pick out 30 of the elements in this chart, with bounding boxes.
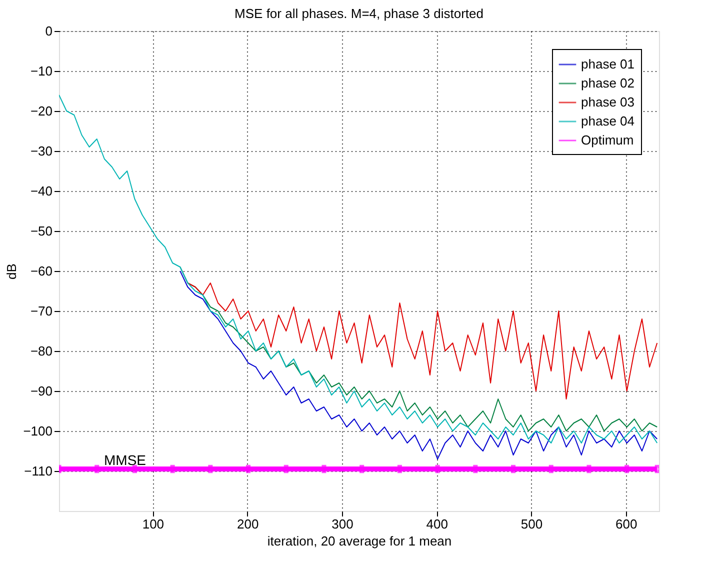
legend-label: phase 01	[581, 56, 634, 72]
y-tick-label: −60	[30, 264, 52, 278]
annotation: MMSE	[104, 452, 146, 468]
legend-label: phase 03	[581, 94, 634, 110]
y-tick-label: −40	[30, 184, 52, 198]
chart-title: MSE for all phases. M=4, phase 3 distorted	[234, 6, 484, 21]
y-tick-label: −30	[30, 144, 52, 158]
y-tick-label: −80	[30, 344, 52, 358]
y-axis-title: dB	[4, 264, 20, 280]
x-tick-label: 200	[236, 516, 259, 532]
y-tick-label: −50	[30, 224, 52, 238]
y-tick-label: −90	[30, 384, 52, 398]
x-tick-label: 400	[426, 516, 448, 532]
x-tick-label: 500	[520, 516, 543, 532]
y-tick-label: −10	[30, 64, 52, 78]
x-tick-label: 100	[142, 516, 164, 532]
legend-label: phase 02	[581, 76, 634, 90]
y-tick-label: −110	[24, 464, 52, 478]
y-tick-label: 0	[45, 24, 52, 38]
line-series	[180, 270, 658, 460]
legend-label: phase 04	[581, 114, 634, 128]
x-tick-label: 300	[332, 516, 354, 532]
y-tick-label: −70	[30, 304, 52, 318]
y-tick-label: −100	[23, 424, 52, 438]
x-tick-label: 600	[616, 516, 638, 532]
x-axis-title: iteration, 20 average for 1 mean	[267, 534, 452, 548]
legend-label: Optimum	[581, 132, 634, 148]
line-series	[187, 282, 658, 400]
line-series	[59, 94, 658, 444]
y-tick-label: −20	[30, 104, 52, 118]
